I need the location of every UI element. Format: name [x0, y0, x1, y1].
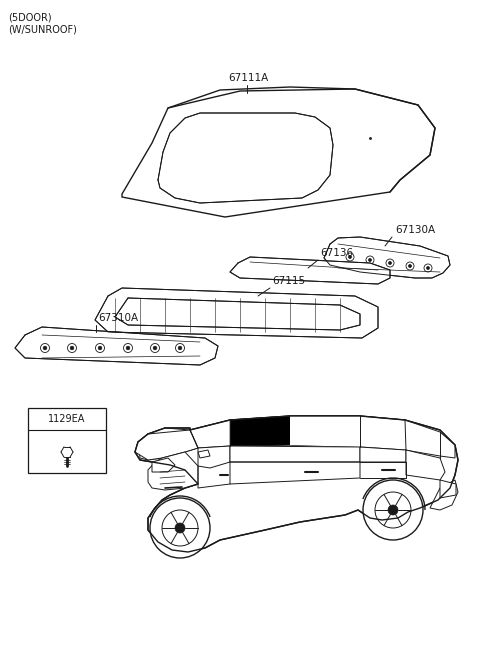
Polygon shape — [230, 257, 390, 284]
Polygon shape — [198, 450, 210, 458]
Polygon shape — [324, 237, 450, 278]
Polygon shape — [290, 416, 360, 447]
Text: (5DOOR): (5DOOR) — [8, 12, 52, 22]
Polygon shape — [230, 446, 360, 462]
Circle shape — [153, 346, 157, 350]
Text: 67111A: 67111A — [228, 73, 268, 83]
Circle shape — [123, 344, 132, 352]
Polygon shape — [440, 480, 456, 498]
Circle shape — [386, 259, 394, 267]
Circle shape — [427, 266, 430, 270]
Circle shape — [375, 492, 411, 528]
Circle shape — [43, 346, 47, 350]
Circle shape — [178, 346, 182, 350]
Circle shape — [96, 344, 105, 352]
Circle shape — [176, 344, 184, 352]
Polygon shape — [95, 288, 378, 338]
Polygon shape — [158, 113, 333, 203]
Circle shape — [369, 258, 372, 262]
Circle shape — [70, 346, 74, 350]
Circle shape — [151, 344, 159, 352]
Circle shape — [68, 344, 76, 352]
Circle shape — [40, 344, 49, 352]
Polygon shape — [198, 446, 230, 468]
Circle shape — [175, 523, 185, 533]
Text: (W/SUNROOF): (W/SUNROOF) — [8, 24, 77, 34]
Polygon shape — [138, 428, 198, 460]
Text: 67310A: 67310A — [98, 313, 138, 323]
Circle shape — [162, 510, 198, 546]
Polygon shape — [152, 458, 175, 472]
Polygon shape — [185, 416, 455, 458]
Circle shape — [346, 253, 354, 261]
Circle shape — [366, 256, 374, 264]
Circle shape — [150, 498, 210, 558]
Circle shape — [388, 505, 398, 515]
Circle shape — [348, 255, 351, 258]
Text: 67130A: 67130A — [395, 225, 435, 235]
Circle shape — [388, 262, 392, 264]
Circle shape — [406, 262, 414, 270]
Text: 1129EA: 1129EA — [48, 414, 86, 424]
Polygon shape — [360, 447, 406, 462]
Circle shape — [363, 480, 423, 540]
Circle shape — [126, 346, 130, 350]
Circle shape — [98, 346, 102, 350]
Polygon shape — [135, 416, 458, 552]
Bar — [28, 408, 106, 473]
Circle shape — [424, 264, 432, 272]
Polygon shape — [135, 430, 198, 460]
Text: 67115: 67115 — [272, 276, 305, 286]
Circle shape — [408, 264, 411, 268]
Polygon shape — [230, 416, 360, 447]
Text: 67136: 67136 — [320, 248, 353, 258]
Polygon shape — [430, 480, 458, 510]
Polygon shape — [148, 452, 198, 490]
Polygon shape — [122, 89, 435, 217]
Polygon shape — [115, 298, 360, 330]
Polygon shape — [15, 327, 218, 365]
Polygon shape — [406, 450, 445, 480]
